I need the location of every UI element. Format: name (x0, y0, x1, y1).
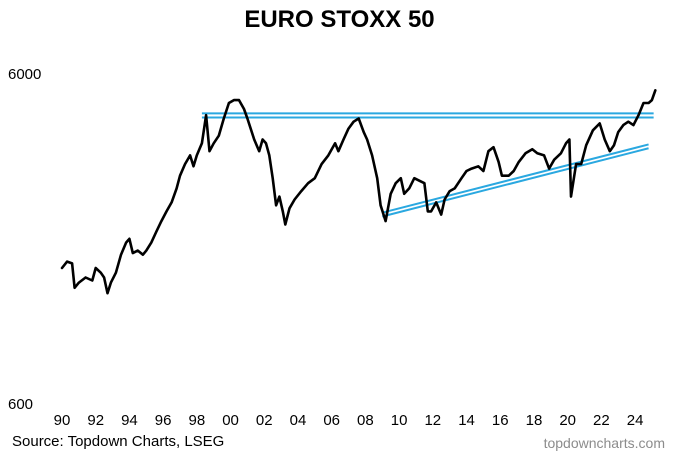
x-tick-label-18: 18 (526, 412, 543, 429)
series-line-1 (60, 89, 657, 295)
x-tick-label-14: 14 (458, 412, 475, 429)
watermark: topdowncharts.com (543, 435, 665, 451)
x-tick-label-96: 96 (155, 412, 172, 429)
y-axis: 600 6000 (8, 66, 41, 413)
x-tick-label-06: 06 (323, 412, 340, 429)
chart-title: EURO STOXX 50 (244, 6, 435, 33)
x-tick-label-02: 02 (256, 412, 273, 429)
x-tick-label-90: 90 (54, 412, 71, 429)
x-tick-label-20: 20 (559, 412, 576, 429)
series-group (60, 89, 657, 295)
x-tick-label-16: 16 (492, 412, 509, 429)
y-tick-label-6000: 6000 (8, 66, 41, 83)
source-note: Source: Topdown Charts, LSEG (12, 433, 225, 450)
support-line-1 (382, 143, 649, 214)
x-tick-label-04: 04 (290, 412, 307, 429)
x-tick-label-12: 12 (424, 412, 441, 429)
x-tick-label-10: 10 (391, 412, 408, 429)
x-tick-label-24: 24 (627, 412, 644, 429)
x-tick-label-98: 98 (189, 412, 206, 429)
x-tick-label-22: 22 (593, 412, 610, 429)
x-tick-label-08: 08 (357, 412, 374, 429)
x-axis: 90 92 94 96 98 00 02 04 06 08 10 12 14 16 18 20 22 24 (54, 412, 644, 429)
x-tick-label-94: 94 (121, 412, 138, 429)
y-tick-label-600: 600 (8, 396, 33, 413)
x-tick-label-92: 92 (87, 412, 104, 429)
x-tick-label-00: 00 (222, 412, 239, 429)
